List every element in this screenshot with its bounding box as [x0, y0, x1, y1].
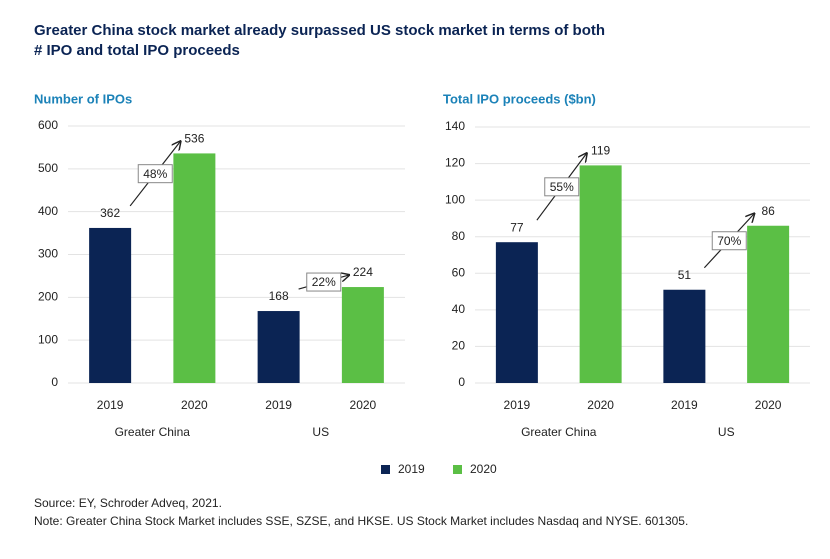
- y-tick-label: 400: [38, 204, 58, 218]
- chart-title: Total IPO proceeds ($bn): [443, 91, 596, 106]
- y-tick-label: 300: [38, 247, 58, 261]
- x-tick-label: 2019: [504, 398, 531, 412]
- y-tick-label: 500: [38, 161, 58, 175]
- annotation: 22%: [312, 275, 336, 289]
- y-tick-label: 20: [452, 339, 466, 353]
- x-tick-label: 2020: [587, 398, 614, 412]
- x-tick-label: 2019: [671, 398, 698, 412]
- bar: [257, 311, 300, 383]
- annotation-box: [711, 231, 747, 251]
- annotation: 70%: [717, 234, 741, 248]
- bar: [495, 242, 538, 383]
- data-label: 86: [761, 204, 775, 218]
- title: # IPO and total IPO proceeds: [34, 42, 240, 59]
- x-tick-label: 2019: [97, 398, 124, 412]
- y-tick-label: 140: [445, 119, 465, 133]
- y-tick-label: 0: [458, 375, 465, 389]
- group-label: US: [312, 425, 329, 439]
- x-tick-label: 2020: [181, 398, 208, 412]
- group-label: Greater China: [115, 425, 191, 439]
- y-tick-label: 120: [445, 156, 465, 170]
- group-label: US: [718, 425, 735, 439]
- bar: [663, 289, 706, 383]
- legend-swatch: [453, 465, 462, 474]
- chart-title: Number of IPOs: [34, 91, 132, 106]
- y-tick-label: 200: [38, 290, 58, 304]
- bar: [89, 227, 132, 383]
- data-label: 119: [591, 144, 610, 158]
- y-tick-label: 100: [38, 332, 58, 346]
- legend-label: 2019: [398, 462, 425, 476]
- x-tick-label: 2020: [755, 398, 782, 412]
- annotation-box: [544, 177, 580, 197]
- annotation: 55%: [550, 180, 574, 194]
- data-label: 224: [353, 265, 373, 279]
- bar: [341, 287, 384, 383]
- data-label: 77: [510, 220, 524, 234]
- title: Greater China stock market already surpa…: [34, 22, 605, 39]
- source: Source: EY, Schroder Adveq, 2021.: [34, 496, 222, 510]
- y-tick-label: 0: [51, 375, 58, 389]
- legend-swatch: [381, 465, 390, 474]
- y-tick-label: 40: [452, 302, 466, 316]
- x-tick-label: 2019: [265, 398, 292, 412]
- y-tick-label: 100: [445, 192, 465, 206]
- data-label: 168: [269, 289, 289, 303]
- x-tick-label: 2020: [350, 398, 377, 412]
- bar: [747, 225, 790, 383]
- group-label: Greater China: [521, 425, 597, 439]
- bar: [173, 153, 216, 383]
- data-label: 362: [100, 206, 120, 220]
- legend-label: 2020: [470, 462, 497, 476]
- annotation-box: [306, 272, 342, 292]
- annotation: 48%: [143, 167, 167, 181]
- note: Note: Greater China Stock Market include…: [34, 514, 688, 528]
- data-label: 536: [184, 132, 204, 146]
- annotation-box: [137, 164, 173, 184]
- y-tick-label: 60: [452, 265, 466, 279]
- y-tick-label: 600: [38, 118, 58, 132]
- data-label: 51: [678, 268, 692, 282]
- bar: [579, 165, 622, 383]
- y-tick-label: 80: [452, 229, 466, 243]
